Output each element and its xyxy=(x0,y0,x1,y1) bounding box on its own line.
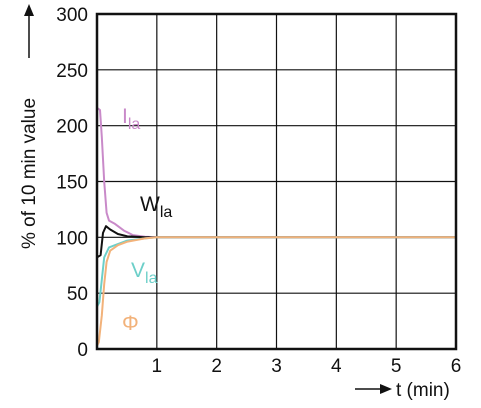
series-label-sub: la xyxy=(145,270,158,287)
y-tick-label: 50 xyxy=(67,284,88,305)
y-tick-label: 150 xyxy=(56,173,88,194)
series-label-main: Φ xyxy=(122,312,139,335)
x-axis-arrow-head xyxy=(380,384,392,394)
x-tick-label: 3 xyxy=(271,356,282,377)
y-tick-label: 0 xyxy=(77,340,88,361)
x-tick-label: 2 xyxy=(211,356,222,377)
y-tick-label: 200 xyxy=(56,117,88,138)
x-axis-label: t (min) xyxy=(396,380,450,401)
x-tick-label: 6 xyxy=(451,356,462,377)
series-line-1 xyxy=(96,225,456,259)
axis-labels: % of 10 min value t (min) xyxy=(19,4,450,401)
tick-labels: 0 50 100 150 200 250 300 1 2 3 4 5 6 xyxy=(56,5,461,377)
x-tick-label: 4 xyxy=(331,356,342,377)
y-tick-label: 250 xyxy=(56,61,88,82)
series-label-3: Φ xyxy=(122,312,139,335)
series-label-main: W xyxy=(140,193,160,216)
y-tick-label: 100 xyxy=(56,228,88,249)
plot-frame xyxy=(95,12,458,351)
series-label-0: Ila xyxy=(122,105,140,133)
x-tick-label: 1 xyxy=(152,356,163,377)
series-lines xyxy=(96,106,456,347)
series-label-main: I xyxy=(122,105,128,128)
series-label-sub: la xyxy=(128,116,141,133)
series-label-1: Wla xyxy=(140,193,172,221)
series-label-2: Vla xyxy=(131,259,158,287)
y-axis-label: % of 10 min value xyxy=(19,98,40,249)
y-tick-label: 300 xyxy=(56,5,88,26)
series-label-main: V xyxy=(131,259,145,282)
grid-lines xyxy=(97,14,456,349)
series-line-3 xyxy=(96,236,456,347)
x-tick-label: 5 xyxy=(391,356,402,377)
series-label-sub: la xyxy=(160,204,173,221)
y-axis-arrow-head xyxy=(24,4,34,16)
